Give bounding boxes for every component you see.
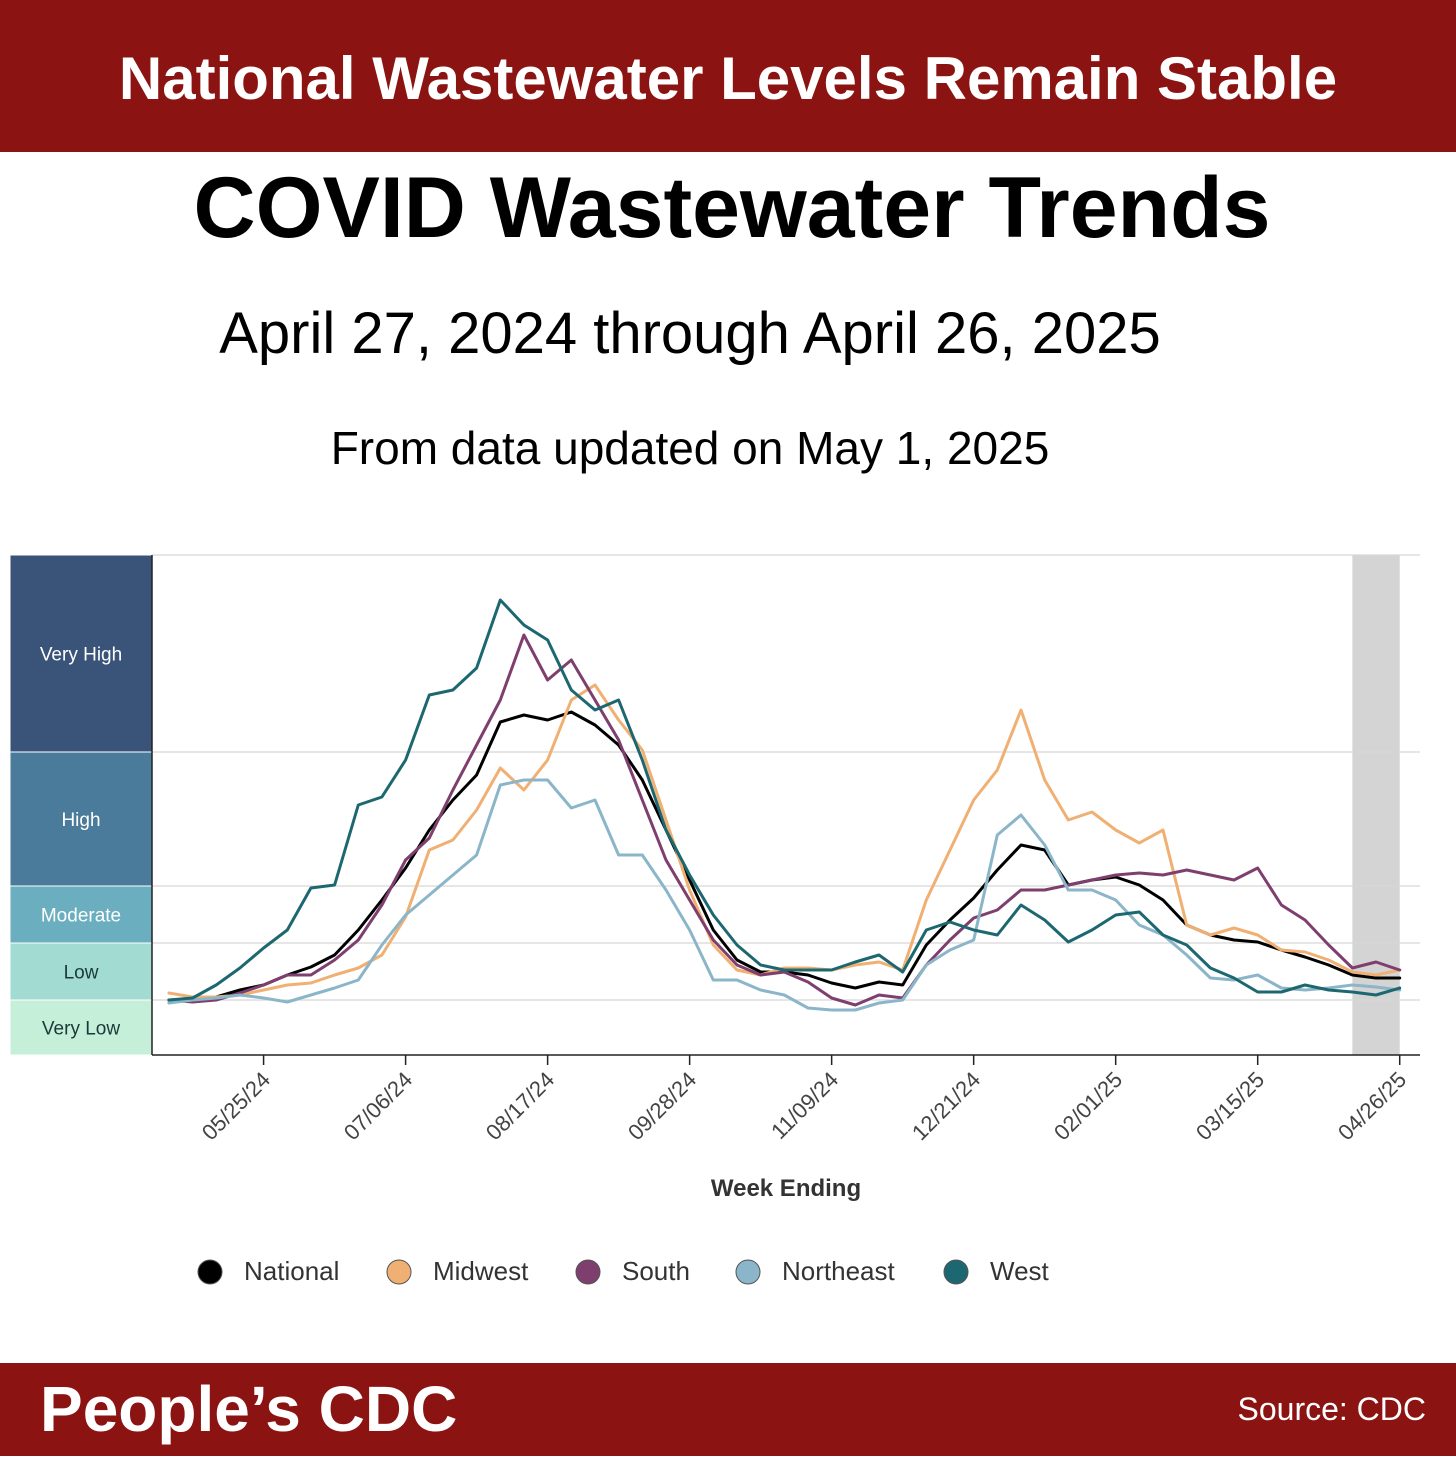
x-tick-label: 07/06/24 xyxy=(339,1067,417,1145)
footer-brand: People’s CDC xyxy=(40,1373,457,1445)
header-title: National Wastewater Levels Remain Stable xyxy=(119,45,1337,112)
level-label: Very Low xyxy=(42,1019,120,1040)
level-band xyxy=(9,554,153,753)
level-band xyxy=(9,885,153,944)
legend-item: Northeast xyxy=(735,1256,895,1286)
legend-label: National xyxy=(244,1256,339,1286)
level-label: Low xyxy=(64,963,99,984)
x-axis-label: Week Ending xyxy=(711,1175,861,1202)
x-tick-label: 04/26/25 xyxy=(1333,1067,1411,1145)
level-label: Very High xyxy=(40,645,122,666)
level-label: High xyxy=(61,810,100,831)
legend-item: South xyxy=(575,1256,690,1286)
x-tick-label: 05/25/24 xyxy=(197,1067,275,1145)
series-line xyxy=(167,683,1402,999)
legend-item: National xyxy=(197,1256,339,1286)
x-tick-label: 11/09/24 xyxy=(766,1067,843,1144)
header-bar xyxy=(0,0,1456,152)
series-line xyxy=(167,598,1402,1002)
x-tick-label: 08/17/24 xyxy=(481,1067,559,1145)
legend-item: West xyxy=(943,1256,1050,1286)
x-tick-label: 02/01/25 xyxy=(1049,1067,1127,1145)
level-label: Moderate xyxy=(41,906,121,927)
footer-source: Source: CDC xyxy=(1238,1391,1427,1427)
legend-label: South xyxy=(622,1256,690,1286)
legend-swatch xyxy=(575,1259,601,1285)
legend-swatch xyxy=(386,1259,412,1285)
legend-swatch xyxy=(735,1259,761,1285)
chart-note: From data updated on May 1, 2025 xyxy=(331,422,1050,474)
chart-title: COVID Wastewater Trends xyxy=(194,160,1271,256)
series-line xyxy=(167,778,1402,1012)
chart-subtitle: April 27, 2024 through April 26, 2025 xyxy=(219,301,1161,366)
x-tick-label: 12/21/24 xyxy=(907,1067,985,1145)
series-line xyxy=(167,710,1402,1002)
legend-item: Midwest xyxy=(386,1256,529,1286)
legend-label: Midwest xyxy=(433,1256,529,1286)
x-tick-label: 09/28/24 xyxy=(623,1067,701,1145)
level-band xyxy=(9,751,153,887)
legend-label: West xyxy=(990,1256,1050,1286)
legend-swatch xyxy=(943,1259,969,1285)
legend-label: Northeast xyxy=(782,1256,895,1286)
level-band xyxy=(9,942,153,1001)
footer-bar xyxy=(0,1363,1456,1456)
series-line xyxy=(167,633,1402,1007)
x-tick-label: 03/15/25 xyxy=(1191,1067,1269,1145)
shade-region xyxy=(1352,555,1400,1055)
legend-swatch xyxy=(197,1259,223,1285)
